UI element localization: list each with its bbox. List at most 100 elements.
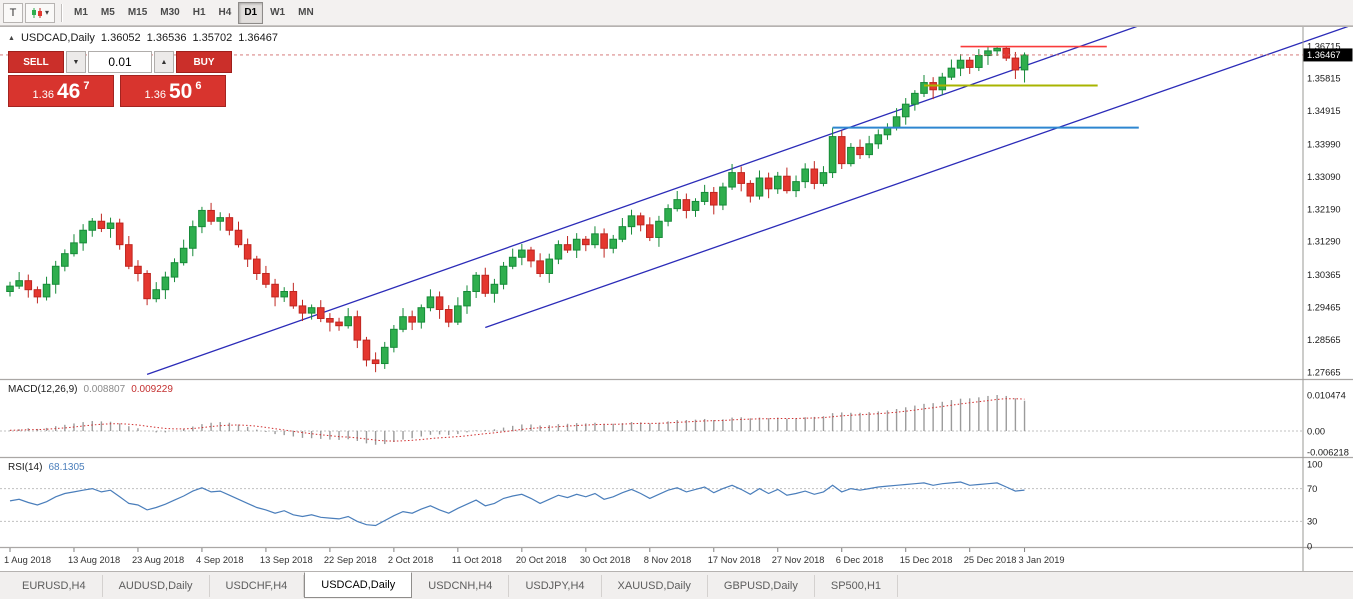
- svg-text:23 Aug 2018: 23 Aug 2018: [132, 555, 184, 565]
- symbol-label: USDCAD,Daily: [20, 32, 95, 44]
- svg-text:27 Nov 2018: 27 Nov 2018: [772, 555, 825, 565]
- buy-button-label: BUY: [193, 56, 215, 68]
- svg-text:13 Sep 2018: 13 Sep 2018: [260, 555, 313, 565]
- svg-text:17 Nov 2018: 17 Nov 2018: [708, 555, 761, 565]
- svg-text:22 Sep 2018: 22 Sep 2018: [324, 555, 377, 565]
- svg-text:1.32190: 1.32190: [1307, 204, 1341, 214]
- svg-text:1.33990: 1.33990: [1307, 139, 1341, 149]
- text-tool-button[interactable]: T: [3, 2, 23, 23]
- buy-price-display[interactable]: 1.36 50 6: [120, 75, 226, 107]
- price-axis-labels: 1.36715 1.35815 1.34915 1.33990 1.33090 1.321…: [1303, 41, 1353, 377]
- sell-price-pips: 46: [56, 79, 81, 103]
- macd-pane: 0.010474 0.00 -0.006218: [0, 390, 1349, 458]
- toolbar-separator: [61, 3, 62, 22]
- chart-tab-xauusd-daily[interactable]: XAUUSD,Daily: [602, 574, 708, 597]
- sell-button[interactable]: SELL: [8, 51, 64, 73]
- trend-channel-lines[interactable]: [146, 27, 1353, 375]
- macd-signal-line: [9, 398, 1025, 442]
- buy-price-pipette: 6: [195, 80, 202, 92]
- svg-text:15 Dec 2018: 15 Dec 2018: [900, 555, 953, 565]
- open-value: 1.36052: [100, 32, 141, 44]
- rsi-line: [9, 481, 1025, 527]
- chart-tab-usdcad-daily[interactable]: USDCAD,Daily: [304, 571, 413, 598]
- buy-button[interactable]: BUY: [176, 51, 232, 73]
- horizontal-line-objects[interactable]: [832, 45, 1139, 129]
- one-click-trading-panel: SELL ▼ 0.01 ▲ BUY 1.36 46 7 1.36 5: [8, 51, 232, 107]
- candlestick-series: [6, 46, 1029, 373]
- current-price-badge: [1303, 48, 1353, 62]
- sell-button-label: SELL: [23, 56, 49, 68]
- timeframe-button-h4[interactable]: H4: [218, 7, 232, 18]
- svg-text:13 Aug 2018: 13 Aug 2018: [68, 555, 120, 565]
- chart-type-dropdown[interactable]: ▾: [25, 2, 55, 23]
- timeframe-button-d1[interactable]: D1: [238, 1, 264, 24]
- svg-text:100: 100: [1307, 459, 1323, 469]
- svg-text:25 Dec 2018: 25 Dec 2018: [964, 555, 1017, 565]
- svg-text:1.29465: 1.29465: [1307, 302, 1341, 312]
- sell-price-pipette: 7: [83, 80, 90, 92]
- macd-signal-value: 0.009229: [131, 384, 173, 395]
- svg-text:2 Oct 2018: 2 Oct 2018: [388, 555, 433, 565]
- timeframe-button-m1[interactable]: M1: [74, 7, 88, 18]
- macd-indicator-label: MACD(12,26,9) 0.008807 0.009229: [8, 384, 173, 395]
- chart-tab-usdjpy-h4[interactable]: USDJPY,H4: [509, 574, 602, 597]
- svg-text:4 Sep 2018: 4 Sep 2018: [196, 555, 244, 565]
- svg-text:1.31290: 1.31290: [1307, 237, 1341, 247]
- arrow-up-icon: ▲: [160, 58, 168, 66]
- chart-tab-usdcnh-h4[interactable]: USDCNH,H4: [412, 574, 510, 597]
- sell-price-display[interactable]: 1.36 46 7: [8, 75, 114, 107]
- macd-main-value: 0.008807: [83, 384, 126, 395]
- chart-tabs-bar: EURUSD,H4 AUDUSD,Daily USDCHF,H4 USDCAD,Dai…: [0, 571, 1353, 599]
- svg-text:11 Oct 2018: 11 Oct 2018: [452, 555, 502, 565]
- svg-text:1.33090: 1.33090: [1307, 172, 1341, 182]
- text-tool-label: T: [9, 6, 17, 19]
- chart-tab-usdchf-h4[interactable]: USDCHF,H4: [210, 574, 305, 597]
- svg-text:1.36467: 1.36467: [1307, 50, 1341, 60]
- svg-text:-0.006218: -0.006218: [1307, 448, 1349, 458]
- svg-text:0.00: 0.00: [1307, 426, 1325, 436]
- timeframe-button-mn[interactable]: MN: [298, 7, 314, 18]
- svg-text:0.010474: 0.010474: [1307, 390, 1346, 400]
- svg-text:1.34915: 1.34915: [1307, 106, 1341, 116]
- chart-tab-audusd-daily[interactable]: AUDUSD,Daily: [103, 574, 210, 597]
- chevron-down-icon: ▾: [44, 7, 49, 17]
- chart-tab-eurusd-h4[interactable]: EURUSD,H4: [6, 574, 103, 597]
- svg-text:1.35815: 1.35815: [1307, 74, 1341, 84]
- svg-text:8 Nov 2018: 8 Nov 2018: [644, 555, 692, 565]
- top-toolbar: T ▾ M1 M5 M15 M30 H1 H4 D1 W1 MN: [0, 0, 1353, 26]
- chart-marker-icon: ▲: [8, 34, 15, 42]
- timeframe-button-w1[interactable]: W1: [270, 7, 286, 18]
- svg-text:20 Oct 2018: 20 Oct 2018: [516, 555, 567, 565]
- volume-increase-button[interactable]: ▲: [154, 51, 174, 73]
- chart-window: 1.36715 1.35815 1.34915 1.33990 1.33090 1.321…: [0, 26, 1353, 572]
- arrow-down-icon: ▼: [72, 58, 80, 66]
- volume-decrease-button[interactable]: ▼: [66, 51, 86, 73]
- svg-text:1 Aug 2018: 1 Aug 2018: [4, 555, 51, 565]
- rsi-indicator-label: RSI(14) 68.1305: [8, 462, 85, 473]
- buy-price-pips: 50: [168, 79, 193, 103]
- chart-tab-gbpusd-daily[interactable]: GBPUSD,Daily: [708, 574, 815, 597]
- timeframe-button-m5[interactable]: M5: [100, 7, 115, 18]
- timeframe-button-m15[interactable]: M15: [127, 7, 148, 18]
- close-value: 1.36467: [238, 32, 278, 44]
- buy-price-base: 1.36: [144, 89, 166, 101]
- timeframe-button-group: M1 M5 M15 M30 H1 H4 D1 W1 MN: [68, 1, 320, 24]
- timeframe-button-h1[interactable]: H1: [192, 7, 206, 18]
- high-value: 1.36536: [146, 32, 187, 44]
- svg-text:1.28565: 1.28565: [1307, 335, 1341, 345]
- timeframe-button-m30[interactable]: M30: [160, 7, 180, 18]
- volume-input[interactable]: 0.01: [88, 51, 152, 73]
- svg-text:70: 70: [1307, 484, 1317, 494]
- symbol-ohlc-header: ▲ USDCAD,Daily 1.36052 1.36536 1.35702 1…: [8, 32, 278, 44]
- chart-canvas[interactable]: 1.36715 1.35815 1.34915 1.33990 1.33090 1.321…: [0, 27, 1353, 572]
- time-axis[interactable]: 1 Aug 2018 13 Aug 2018 23 Aug 2018 4 Sep 20…: [4, 548, 1065, 565]
- volume-value: 0.01: [108, 55, 132, 69]
- macd-name: MACD(12,26,9): [8, 384, 78, 395]
- svg-text:6 Dec 2018: 6 Dec 2018: [836, 555, 884, 565]
- chart-tab-sp500-h1[interactable]: SP500,H1: [815, 574, 899, 597]
- svg-text:0: 0: [1307, 541, 1312, 551]
- rsi-value: 68.1305: [48, 462, 85, 473]
- svg-text:3 Jan 2019: 3 Jan 2019: [1019, 555, 1065, 565]
- rsi-pane: 100 70 30 0: [0, 459, 1323, 551]
- pane-separators[interactable]: [0, 378, 1353, 549]
